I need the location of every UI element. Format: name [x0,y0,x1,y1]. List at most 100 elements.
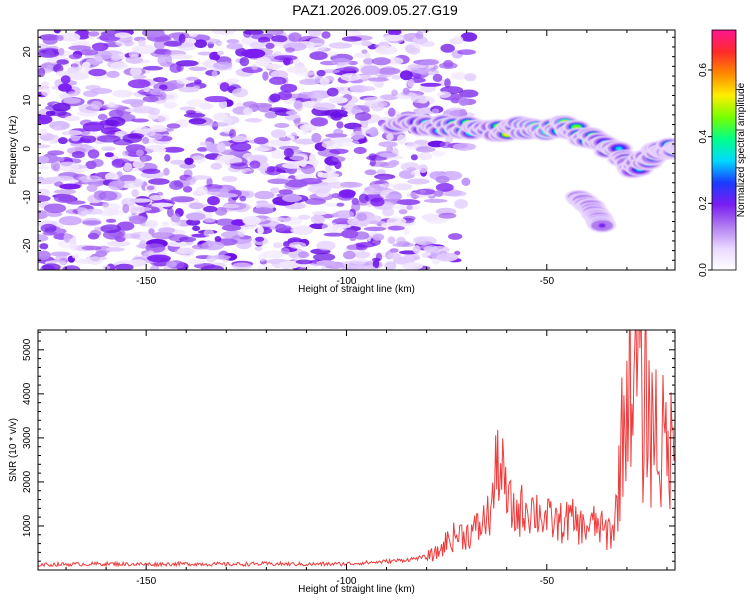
noise-blob [257,264,271,270]
noise-blob [415,31,424,40]
noise-blob [347,265,369,270]
noise-blob [278,189,294,195]
signal-blob [671,145,675,155]
noise-blob [282,194,302,203]
noise-blob [203,205,218,213]
noise-blob [67,72,89,80]
noise-blob [251,33,275,40]
noise-blob [377,175,391,181]
noise-blob [295,138,316,145]
noise-blob [391,74,401,80]
figure-title: PAZ1.2026.009.05.27.G19 [292,2,458,18]
noise-blob [82,61,91,69]
noise-blob [68,54,82,60]
signal-blob [677,146,684,150]
noise-blob [457,49,476,55]
noise-blob [83,208,104,215]
noise-blob [264,63,283,70]
noise-blob [123,162,133,172]
noise-blob [331,193,341,199]
noise-blob [206,255,216,263]
noise-blob [116,221,135,231]
noise-blob [132,178,144,187]
noise-blob [464,73,477,82]
noise-blob [159,84,168,90]
noise-blob [359,118,369,129]
noise-blob [412,245,421,254]
noise-blob [213,61,233,70]
noise-blob [274,123,290,128]
noise-blob [426,216,449,224]
noise-blob [310,117,329,127]
noise-blob [351,202,361,212]
signal-blob [686,149,693,153]
noise-blob [38,144,51,149]
noise-blob [289,241,307,249]
noise-blob [101,146,116,151]
signal-blob [674,147,675,150]
noise-blob [386,217,407,226]
noise-blob [386,145,393,154]
noise-blob [452,142,476,151]
noise-blob [349,30,360,33]
noise-blob [95,250,108,257]
noise-blob [230,162,249,170]
noise-blob [353,52,371,59]
noise-blob [140,155,147,163]
noise-blob [219,187,229,195]
noise-blob [102,202,109,208]
noise-blob [209,51,220,61]
signal-blob [675,144,703,158]
noise-blob [58,47,65,56]
signal-blob [681,147,697,155]
noise-blob [399,70,413,81]
noise-blob [255,236,265,242]
noise-blob [108,109,124,119]
noise-blob [106,70,120,78]
noise-blob [378,183,395,188]
noise-blob [325,133,348,139]
noise-blob [110,54,121,61]
y-tick-label: 4000 [22,382,33,405]
noise-blob [263,140,286,148]
noise-blob [207,196,220,206]
noise-blob [400,162,420,172]
noise-blob [134,126,151,135]
noise-blob [294,70,316,76]
noise-blob [379,152,398,158]
noise-blob [283,148,294,158]
noise-blob [158,227,176,234]
x-axis-label: Height of straight line (km) [298,584,415,595]
noise-blob [81,217,102,227]
noise-blob [402,262,423,270]
noise-blob [142,65,163,71]
noise-blob [317,171,324,178]
noise-blob [88,68,107,77]
signal-blob [679,146,686,150]
y-tick-label: -20 [22,238,33,253]
noise-blob [370,197,385,207]
noise-blob [227,78,240,84]
noise-blob [367,77,389,82]
noise-blob [40,128,48,136]
noise-blob [396,134,407,145]
noise-blob [38,67,46,78]
noise-blob [331,58,352,66]
noise-blob [109,62,129,70]
y-tick-label: 1000 [22,514,33,537]
noise-blob [98,190,118,201]
noise-blob [377,67,401,75]
noise-blob [190,175,212,180]
noise-blob [298,214,311,220]
noise-blob [231,219,246,227]
noise-blob [231,135,247,143]
noise-blob [53,194,77,203]
noise-blob [333,128,344,136]
noise-blob [448,233,463,240]
noise-blob [253,147,269,152]
noise-blob [285,47,295,53]
signal-blob [678,146,700,157]
noise-blob [299,263,308,268]
noise-blob [271,150,284,159]
